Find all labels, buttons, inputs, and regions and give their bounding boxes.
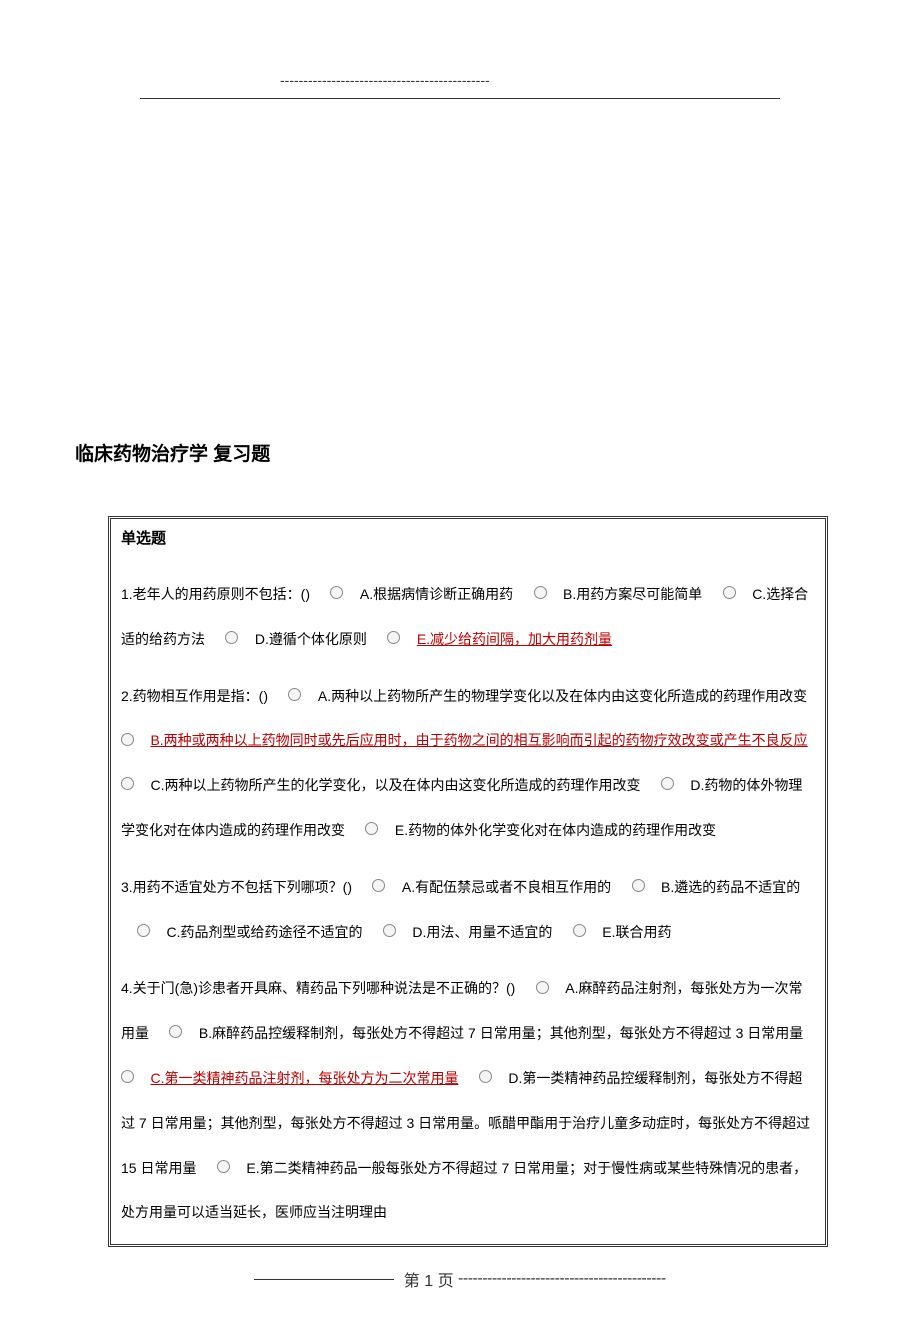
radio-icon[interactable]: [121, 733, 134, 746]
radio-icon[interactable]: [121, 777, 134, 790]
footer-dashes: ----------------------------------------…: [458, 1270, 666, 1287]
question-4: 4.关于门(急)诊患者开具麻、精药品下列哪种说法是不正确的？() A.麻醉药品注…: [121, 967, 815, 1236]
q3-opt-a: A.有配伍禁忌或者不良相互作用的: [402, 879, 611, 895]
radio-icon[interactable]: [661, 777, 674, 790]
radio-icon[interactable]: [387, 631, 400, 644]
page-container: ----------------------------------------…: [0, 0, 920, 1331]
page-title: 临床药物治疗学 复习题: [75, 439, 860, 466]
page-footer: 第 1 页 ----------------------------------…: [60, 1267, 860, 1291]
radio-icon[interactable]: [330, 586, 343, 599]
q4-opt-b: B.麻醉药品控缓释制剂，每张处方不得超过 7 日常用量；其他剂型，每张处方不得超…: [199, 1025, 803, 1041]
radio-icon[interactable]: [723, 586, 736, 599]
q2-opt-c: C.两种以上药物所产生的化学变化，以及在体内由这变化所造成的药理作用改变: [150, 777, 640, 793]
question-1: 1.老年人的用药原则不包括：() A.根据病情诊断正确用药 B.用药方案尽可能简…: [121, 573, 815, 663]
radio-icon[interactable]: [217, 1160, 230, 1173]
radio-icon[interactable]: [534, 586, 547, 599]
question-2: 2.药物相互作用是指：() A.两种以上药物所产生的物理学变化以及在体内由这变化…: [121, 675, 815, 854]
radio-icon[interactable]: [383, 924, 396, 937]
q3-opt-d: D.用法、用量不适宜的: [412, 924, 552, 940]
q2-opt-a: A.两种以上药物所产生的物理学变化以及在体内由这变化所造成的药理作用改变: [318, 688, 807, 704]
header-rule: ----------------------------------------…: [140, 80, 780, 99]
q1-opt-b: B.用药方案尽可能简单: [563, 586, 702, 602]
q2-opt-e: E.药物的体外化学变化对在体内造成的药理作用改变: [395, 822, 716, 838]
radio-icon[interactable]: [288, 688, 301, 701]
radio-icon[interactable]: [536, 981, 549, 994]
page-number: 第 1 页: [404, 1273, 454, 1290]
radio-icon[interactable]: [121, 1070, 134, 1083]
q3-stem: 3.用药不适宜处方不包括下列哪项？(): [121, 879, 352, 895]
radio-icon[interactable]: [225, 631, 238, 644]
q1-stem: 1.老年人的用药原则不包括：(): [121, 586, 310, 602]
q3-opt-b: B.遴选的药品不适宜的: [661, 879, 800, 895]
question-3: 3.用药不适宜处方不包括下列哪项？() A.有配伍禁忌或者不良相互作用的 B.遴…: [121, 866, 815, 956]
q3-opt-e: E.联合用药: [602, 924, 671, 940]
radio-icon[interactable]: [573, 924, 586, 937]
radio-icon[interactable]: [632, 879, 645, 892]
q1-opt-a: A.根据病情诊断正确用药: [360, 586, 513, 602]
radio-icon[interactable]: [372, 879, 385, 892]
radio-icon[interactable]: [169, 1025, 182, 1038]
q1-opt-d: D.遵循个体化原则: [255, 631, 367, 647]
q3-opt-c: C.药品剂型或给药途径不适宜的: [166, 924, 362, 940]
content-box: 单选题 1.老年人的用药原则不包括：() A.根据病情诊断正确用药 B.用药方案…: [108, 516, 828, 1247]
q2-opt-b: B.两种或两种以上药物同时或先后应用时，由于药物之间的相互影响而引起的药物疗效改…: [150, 732, 807, 748]
radio-icon[interactable]: [365, 822, 378, 835]
radio-icon[interactable]: [479, 1070, 492, 1083]
section-header: 单选题: [121, 527, 815, 548]
q2-stem: 2.药物相互作用是指：(): [121, 688, 268, 704]
q4-opt-c: C.第一类精神药品注射剂，每张处方为二次常用量: [150, 1070, 458, 1086]
radio-icon[interactable]: [137, 924, 150, 937]
footer-rule: [254, 1279, 394, 1280]
q4-stem: 4.关于门(急)诊患者开具麻、精药品下列哪种说法是不正确的？(): [121, 980, 515, 996]
q1-opt-e: E.减少给药间隔，加大用药剂量: [417, 631, 612, 647]
header-dashes: ----------------------------------------…: [140, 72, 490, 88]
